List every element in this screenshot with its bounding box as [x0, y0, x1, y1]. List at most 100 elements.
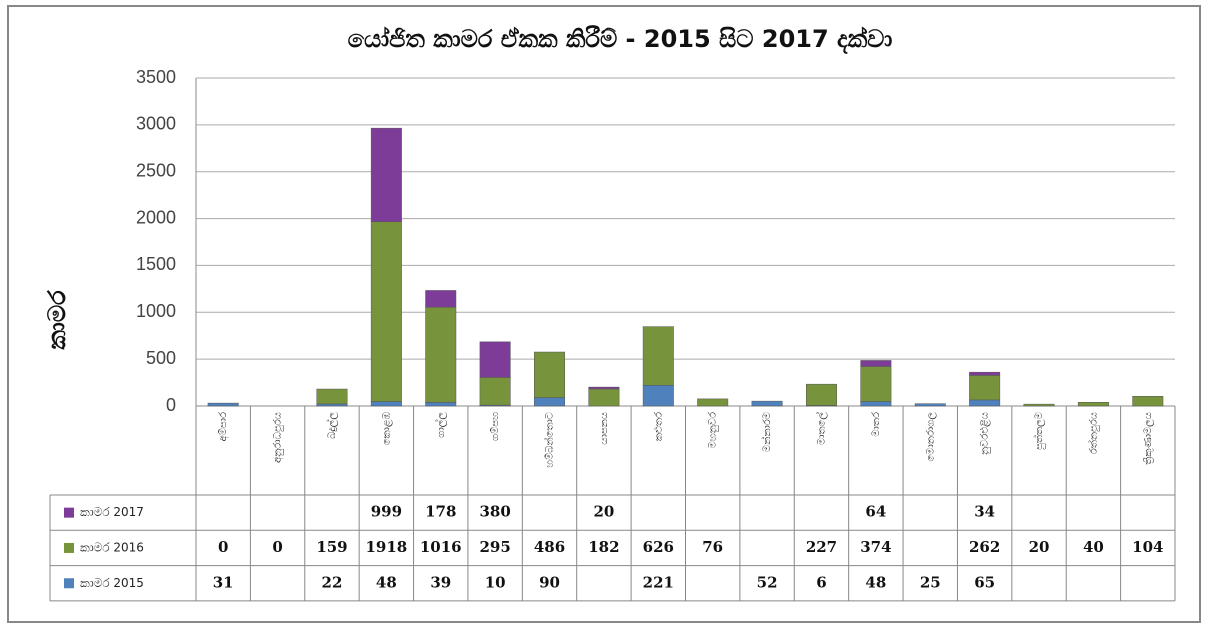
table-value: 34	[974, 503, 995, 521]
x-tick-label: අනුරාධපුරය	[272, 412, 284, 463]
table-value: 52	[757, 573, 778, 591]
table-value: 64	[865, 503, 886, 521]
bar-segment	[860, 366, 892, 402]
bar-segment	[425, 290, 457, 308]
table-value: 31	[213, 573, 234, 591]
x-tick-label: මොනරාගල	[924, 412, 936, 462]
table-value: 22	[322, 573, 343, 591]
table-value: 25	[920, 573, 941, 591]
bar-segment	[316, 403, 348, 407]
bar-segment	[914, 403, 946, 407]
chart-title: යෝජිත කාමර ඒකක කිරීම් - 2015 සිට 2017 දක…	[348, 25, 893, 55]
x-tick-label: රත්නපුරය	[1086, 412, 1099, 454]
x-tick-label: මන්නාරම	[760, 412, 773, 452]
table-value: 104	[1132, 538, 1163, 556]
x-tick-label: මාතර	[870, 412, 882, 437]
bar-segment	[425, 402, 457, 407]
x-tick-label: ගම්පහ	[489, 412, 501, 441]
bar-segment	[751, 400, 783, 407]
y-tick-label: 3500	[136, 67, 176, 87]
bar-segment	[588, 388, 620, 407]
x-tick-label: කළුතර	[652, 412, 664, 441]
y-tick-label: 0	[166, 395, 176, 415]
bar-segment	[207, 402, 239, 407]
bar-segment	[370, 221, 402, 402]
bar-segment	[969, 375, 1001, 401]
bar-segment	[697, 398, 729, 407]
table-value: 221	[643, 573, 674, 591]
table-value: 10	[485, 573, 506, 591]
bar-segment	[860, 401, 892, 407]
table-value: 20	[1029, 538, 1050, 556]
bar-segment	[1132, 396, 1164, 407]
x-tick-label: නුවරඑළිය	[979, 412, 991, 455]
bar-segment	[425, 306, 457, 403]
table-value: 0	[272, 538, 282, 556]
table-value: 48	[376, 573, 397, 591]
y-tick-label: 2500	[136, 160, 176, 180]
bar-segment	[1077, 402, 1109, 407]
bar-segment	[588, 386, 620, 390]
y-axis-label: කාමර	[43, 290, 71, 350]
legend-swatch	[64, 507, 74, 518]
table-value: 20	[593, 503, 614, 521]
table-value: 999	[371, 503, 402, 521]
bar-segment	[1023, 403, 1055, 407]
table-value: 486	[534, 538, 565, 556]
x-tick-label: ගාල්ල	[434, 412, 447, 438]
bar-segment	[316, 388, 348, 405]
x-tick-label: ත්‍රිකුණාමලය	[1143, 412, 1154, 465]
x-tick-label: කොළඹ	[381, 411, 392, 445]
table-value: 626	[643, 538, 674, 556]
x-tick-label: බදුල්ල	[325, 412, 338, 439]
table-value: 380	[479, 503, 510, 521]
chart-border	[7, 5, 1201, 623]
table-value: 227	[806, 538, 837, 556]
bar-segment	[370, 127, 402, 223]
table-value: 40	[1083, 538, 1104, 556]
table-value: 76	[702, 538, 723, 556]
x-tick-label: යාපනය	[599, 412, 610, 445]
table-value: 178	[425, 503, 456, 521]
legend-swatch	[64, 542, 74, 553]
table-value: 0	[218, 538, 228, 556]
table-value: 374	[860, 538, 891, 556]
table-value: 182	[588, 538, 619, 556]
legend-label: කාමර 2017	[80, 505, 144, 519]
bar-segment	[969, 399, 1001, 407]
bar-segment	[370, 401, 402, 407]
table-value: 1918	[365, 538, 407, 556]
x-tick-label: මාතලේ	[814, 412, 827, 445]
table-value: 65	[974, 573, 995, 591]
table-value: 39	[430, 573, 451, 591]
legend-swatch	[64, 578, 74, 589]
bar-segment	[860, 360, 892, 367]
bar-segment	[642, 326, 674, 386]
table-value: 159	[316, 538, 347, 556]
table-value: 90	[539, 573, 560, 591]
bar-segment	[969, 371, 1001, 376]
y-tick-label: 2000	[136, 207, 176, 227]
y-tick-label: 500	[146, 348, 176, 368]
table-value: 1016	[420, 538, 462, 556]
x-tick-label: මහනුවර	[707, 412, 719, 448]
legend-label: කාමර 2016	[80, 540, 144, 554]
bar-segment	[479, 341, 511, 378]
bar-segment	[479, 377, 511, 406]
bar-segment	[805, 383, 837, 406]
y-tick-label: 1000	[136, 301, 176, 321]
y-tick-label: 1500	[136, 254, 176, 274]
bar-segment	[534, 397, 566, 407]
x-tick-label: පුත්තලම	[1032, 412, 1045, 450]
x-tick-label: හම්බන්තොට	[542, 412, 555, 468]
table-value: 6	[816, 573, 826, 591]
x-tick-label: අම්පාර	[217, 412, 229, 441]
bar-segment	[534, 351, 566, 398]
table-value: 262	[969, 538, 1000, 556]
table-value: 48	[865, 573, 886, 591]
y-tick-label: 3000	[136, 114, 176, 134]
table-value: 295	[479, 538, 510, 556]
legend-label: කාමර 2015	[80, 576, 144, 590]
bar-segment	[642, 385, 674, 407]
